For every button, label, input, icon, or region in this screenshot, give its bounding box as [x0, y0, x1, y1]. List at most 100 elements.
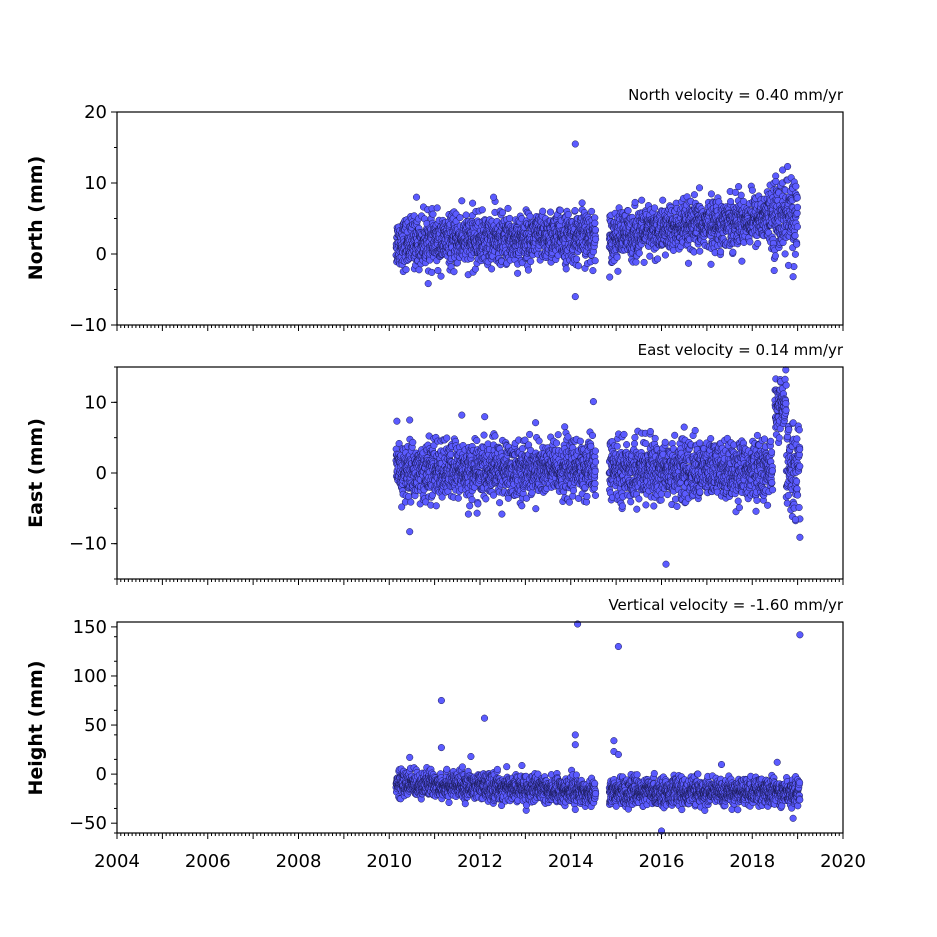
east-data-point	[620, 430, 628, 438]
east-data-point	[623, 441, 631, 449]
north-data-point	[793, 194, 801, 202]
north-data-point	[690, 191, 698, 199]
north-data-point	[624, 207, 632, 215]
east-data-point	[532, 505, 540, 513]
north-data-point	[651, 204, 659, 212]
north-data-point	[488, 265, 496, 273]
north-data-point	[696, 247, 704, 255]
north-data-point	[437, 272, 445, 280]
north-data-point	[727, 197, 735, 206]
north-y-tick-label: 0	[96, 244, 107, 265]
east-data-point	[631, 433, 639, 442]
east-data-point	[480, 431, 488, 439]
north-data-point	[606, 273, 614, 281]
north-data-point	[661, 251, 669, 259]
east-data-point	[526, 430, 534, 438]
east-data-point	[554, 431, 562, 439]
north-data-point	[526, 212, 534, 220]
north-data-point	[591, 257, 599, 265]
north-panel: North velocity = 0.40 mm/yr North (mm) −…	[25, 86, 844, 336]
north-data-point	[635, 249, 643, 257]
north-y-tick-label: −10	[69, 315, 107, 336]
north-data-point	[784, 162, 792, 171]
north-data-point	[640, 258, 648, 266]
east-data-point	[482, 495, 490, 503]
north-data-point	[717, 248, 725, 256]
east-data-point	[535, 437, 543, 445]
north-axis-title: North (mm)	[25, 156, 47, 281]
east-x-ticks	[116, 579, 844, 585]
north-data-point	[614, 267, 622, 275]
east-data-point	[613, 442, 621, 450]
north-data-point	[589, 267, 597, 275]
north-data-point	[613, 253, 621, 261]
north-y-tick-label: 20	[84, 102, 107, 123]
east-data-point	[454, 494, 462, 502]
north-data-point	[791, 232, 799, 240]
north-data-point	[458, 197, 466, 205]
north-data-point	[428, 268, 436, 276]
north-data-point	[429, 210, 437, 218]
north-data-point	[504, 204, 512, 212]
north-data-point	[527, 257, 535, 266]
east-data-point	[646, 427, 654, 436]
north-data-point	[793, 209, 801, 217]
north-data-point	[571, 207, 579, 215]
north-data-point	[707, 190, 715, 198]
east-data-point	[474, 500, 482, 508]
east-data-point	[473, 436, 481, 445]
north-data-point	[546, 208, 555, 216]
east-data-point	[618, 502, 626, 510]
east-panel: East velocity = 0.14 mm/yr East (mm) −10…	[25, 341, 844, 585]
north-data-point	[469, 199, 477, 207]
north-data-point	[738, 257, 746, 265]
north-y-tick-label: 10	[84, 173, 107, 194]
north-data-point	[462, 211, 470, 219]
east-data-point	[630, 440, 639, 448]
north-data-point	[740, 197, 748, 205]
east-data-point	[591, 467, 599, 475]
east-data-point	[473, 509, 481, 517]
north-data-point	[539, 207, 547, 215]
north-data-point	[573, 255, 581, 263]
east-data-point	[591, 447, 599, 455]
east-data-point	[407, 498, 415, 506]
east-data-point	[393, 417, 401, 425]
north-data-point	[415, 266, 423, 274]
east-data-point	[432, 502, 440, 510]
north-data-point	[735, 183, 743, 191]
east-data-point	[635, 495, 643, 503]
north-data-point	[471, 265, 479, 273]
north-data-point	[490, 193, 498, 201]
north-y-ticks: −10 0 10 20	[69, 102, 117, 336]
north-data-point	[591, 226, 600, 234]
east-data-point	[565, 498, 573, 506]
north-data-point	[646, 252, 654, 260]
east-data-point	[627, 498, 635, 506]
north-data-point	[434, 266, 442, 275]
north-data-point	[632, 258, 640, 266]
north-data-point	[631, 198, 639, 206]
north-data-point	[707, 260, 715, 268]
north-data-point	[591, 219, 599, 227]
north-data-point	[791, 250, 799, 258]
east-data-point	[588, 431, 597, 440]
north-velocity-label: North velocity = 0.40 mm/yr	[628, 86, 844, 104]
east-data-point	[409, 438, 417, 446]
north-data-point	[424, 280, 432, 288]
east-data-point	[591, 491, 600, 499]
north-data-point	[659, 196, 667, 204]
north-data-points	[392, 140, 802, 301]
north-data-point	[729, 248, 737, 256]
east-data-point	[561, 423, 569, 431]
east-data-point	[633, 505, 641, 513]
east-data-point	[532, 419, 540, 427]
north-data-point	[588, 207, 596, 215]
north-data-point	[433, 204, 441, 212]
north-data-point	[592, 235, 600, 243]
east-data-point	[491, 432, 499, 440]
north-data-point	[638, 196, 646, 204]
north-data-point	[562, 265, 570, 273]
